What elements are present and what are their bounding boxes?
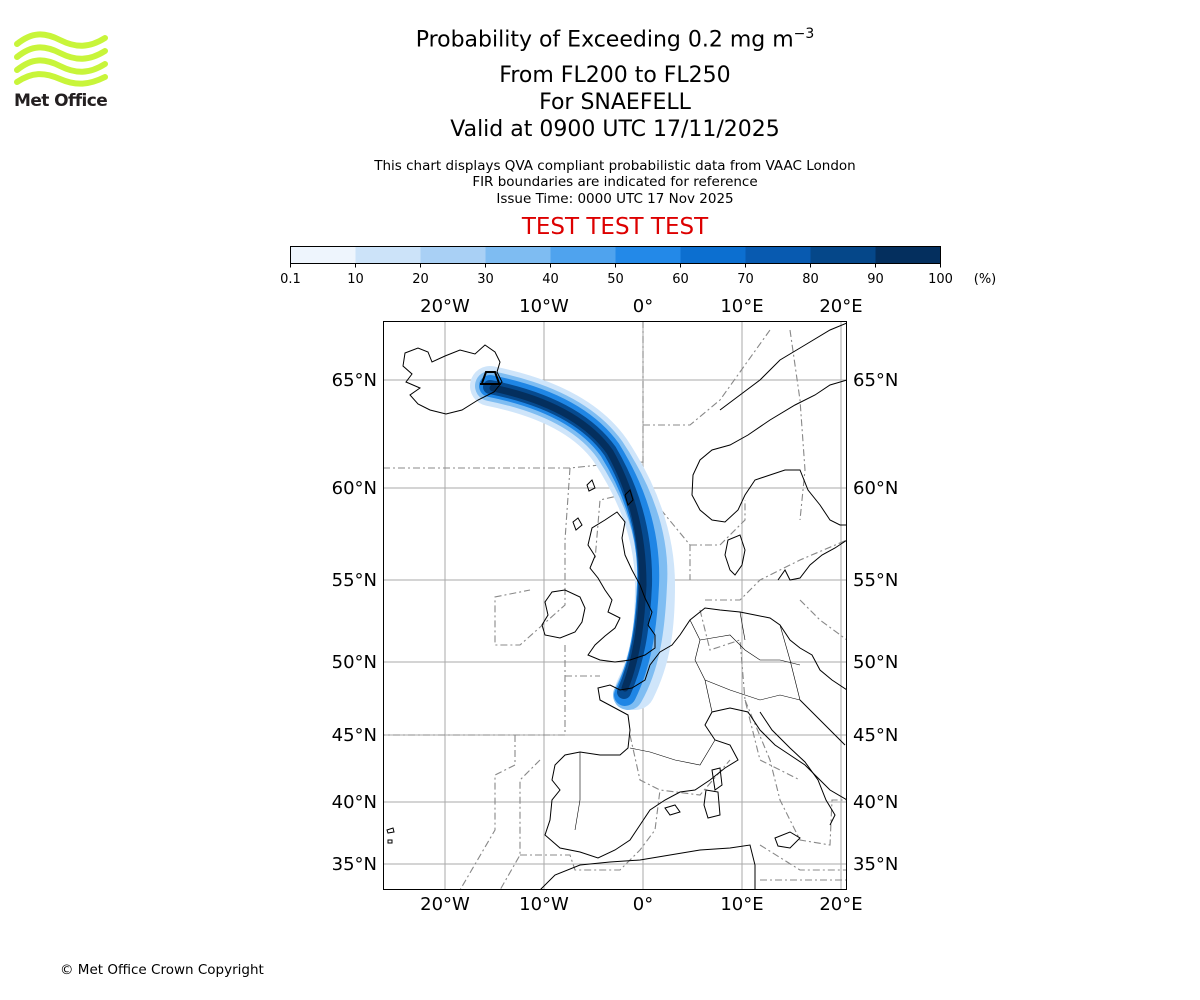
colorbar-swatch: [615, 246, 681, 264]
right-latitude-label: 50°N: [853, 652, 898, 673]
colorbar-swatch: [290, 246, 356, 264]
colorbar-tick-label: 70: [737, 272, 754, 287]
coastlines: [386, 322, 847, 890]
subtitle-line3: Issue Time: 0000 UTC 17 Nov 2025: [496, 191, 734, 207]
subtitle-line2: FIR boundaries are indicated for referen…: [472, 174, 758, 190]
ash-plume: [470, 366, 675, 710]
colorbar-swatch: [680, 246, 746, 264]
bottom-longitude-label: 0°: [633, 894, 653, 915]
colorbar-swatch: [485, 246, 551, 264]
test-banner: TEST TEST TEST: [521, 214, 709, 240]
right-latitude-label: 55°N: [853, 570, 898, 591]
right-latitude-label: 60°N: [853, 478, 898, 499]
volcano-icon: [480, 371, 501, 385]
colorbar-tick-label: 80: [802, 272, 819, 287]
colorbar-swatch: [550, 246, 616, 264]
right-latitude-label: 35°N: [853, 854, 898, 875]
chart-title-line3: For SNAEFELL: [539, 90, 691, 115]
right-latitude-label: 40°N: [853, 792, 898, 813]
subtitle-line1: This chart displays QVA compliant probab…: [374, 158, 856, 174]
chart-title-line4: Valid at 0900 UTC 17/11/2025: [450, 117, 780, 142]
met-office-wave-logo: [14, 31, 108, 87]
top-longitude-label: 10°W: [519, 296, 569, 317]
left-latitude-label: 45°N: [332, 725, 377, 746]
map-background: [383, 321, 847, 890]
right-latitude-label: 65°N: [853, 370, 898, 391]
met-office-logo: Met Office: [14, 30, 109, 112]
colorbar-swatch: [810, 246, 876, 264]
colorbar-tick-label: 50: [607, 272, 624, 287]
top-longitude-label: 10°E: [720, 296, 763, 317]
colorbar-swatch: [745, 246, 811, 264]
left-latitude-label: 65°N: [332, 370, 377, 391]
country-borders: [574, 611, 801, 831]
colorbar-tick-label: 20: [412, 272, 429, 287]
colorbar-swatch: [355, 246, 421, 264]
gridlines: [383, 321, 847, 890]
colorbar-tick-label: 0.1: [280, 272, 301, 287]
colorbar-tick-label: 10: [347, 272, 364, 287]
colorbar-swatch: [875, 246, 941, 264]
colorbar-unit: (%): [974, 272, 997, 287]
colorbar-tick-label: 90: [867, 272, 884, 287]
fir-boundaries: [383, 321, 847, 890]
left-latitude-label: 60°N: [332, 478, 377, 499]
colorbar-swatch: [420, 246, 486, 264]
colorbar-tick-label: 40: [542, 272, 559, 287]
chart-title-line1: Probability of Exceeding 0.2 mg m−3: [415, 26, 815, 53]
colorbar-tick-label: 60: [672, 272, 689, 287]
map-frame: [383, 321, 847, 890]
colorbar-tick-label: 30: [477, 272, 494, 287]
bottom-longitude-label: 10°E: [720, 894, 763, 915]
right-latitude-label: 45°N: [853, 725, 898, 746]
left-latitude-label: 50°N: [332, 652, 377, 673]
left-latitude-label: 35°N: [332, 854, 377, 875]
left-latitude-label: 55°N: [332, 570, 377, 591]
top-longitude-label: 20°E: [819, 296, 862, 317]
top-longitude-label: 20°W: [420, 296, 470, 317]
colorbar-tick-label: 100: [928, 272, 953, 287]
met-office-logo-text: Met Office: [14, 91, 108, 111]
left-latitude-label: 40°N: [332, 792, 377, 813]
colorbar: 0.1 10 20 30 40 50 60 70 80 90 100 (%): [280, 246, 997, 287]
bottom-longitude-label: 20°W: [420, 894, 470, 915]
bottom-longitude-label: 20°E: [819, 894, 862, 915]
top-longitude-label: 0°: [633, 296, 653, 317]
bottom-longitude-label: 10°W: [519, 894, 569, 915]
copyright-notice: © Met Office Crown Copyright: [60, 962, 264, 978]
chart-title-line2: From FL200 to FL250: [499, 63, 731, 88]
